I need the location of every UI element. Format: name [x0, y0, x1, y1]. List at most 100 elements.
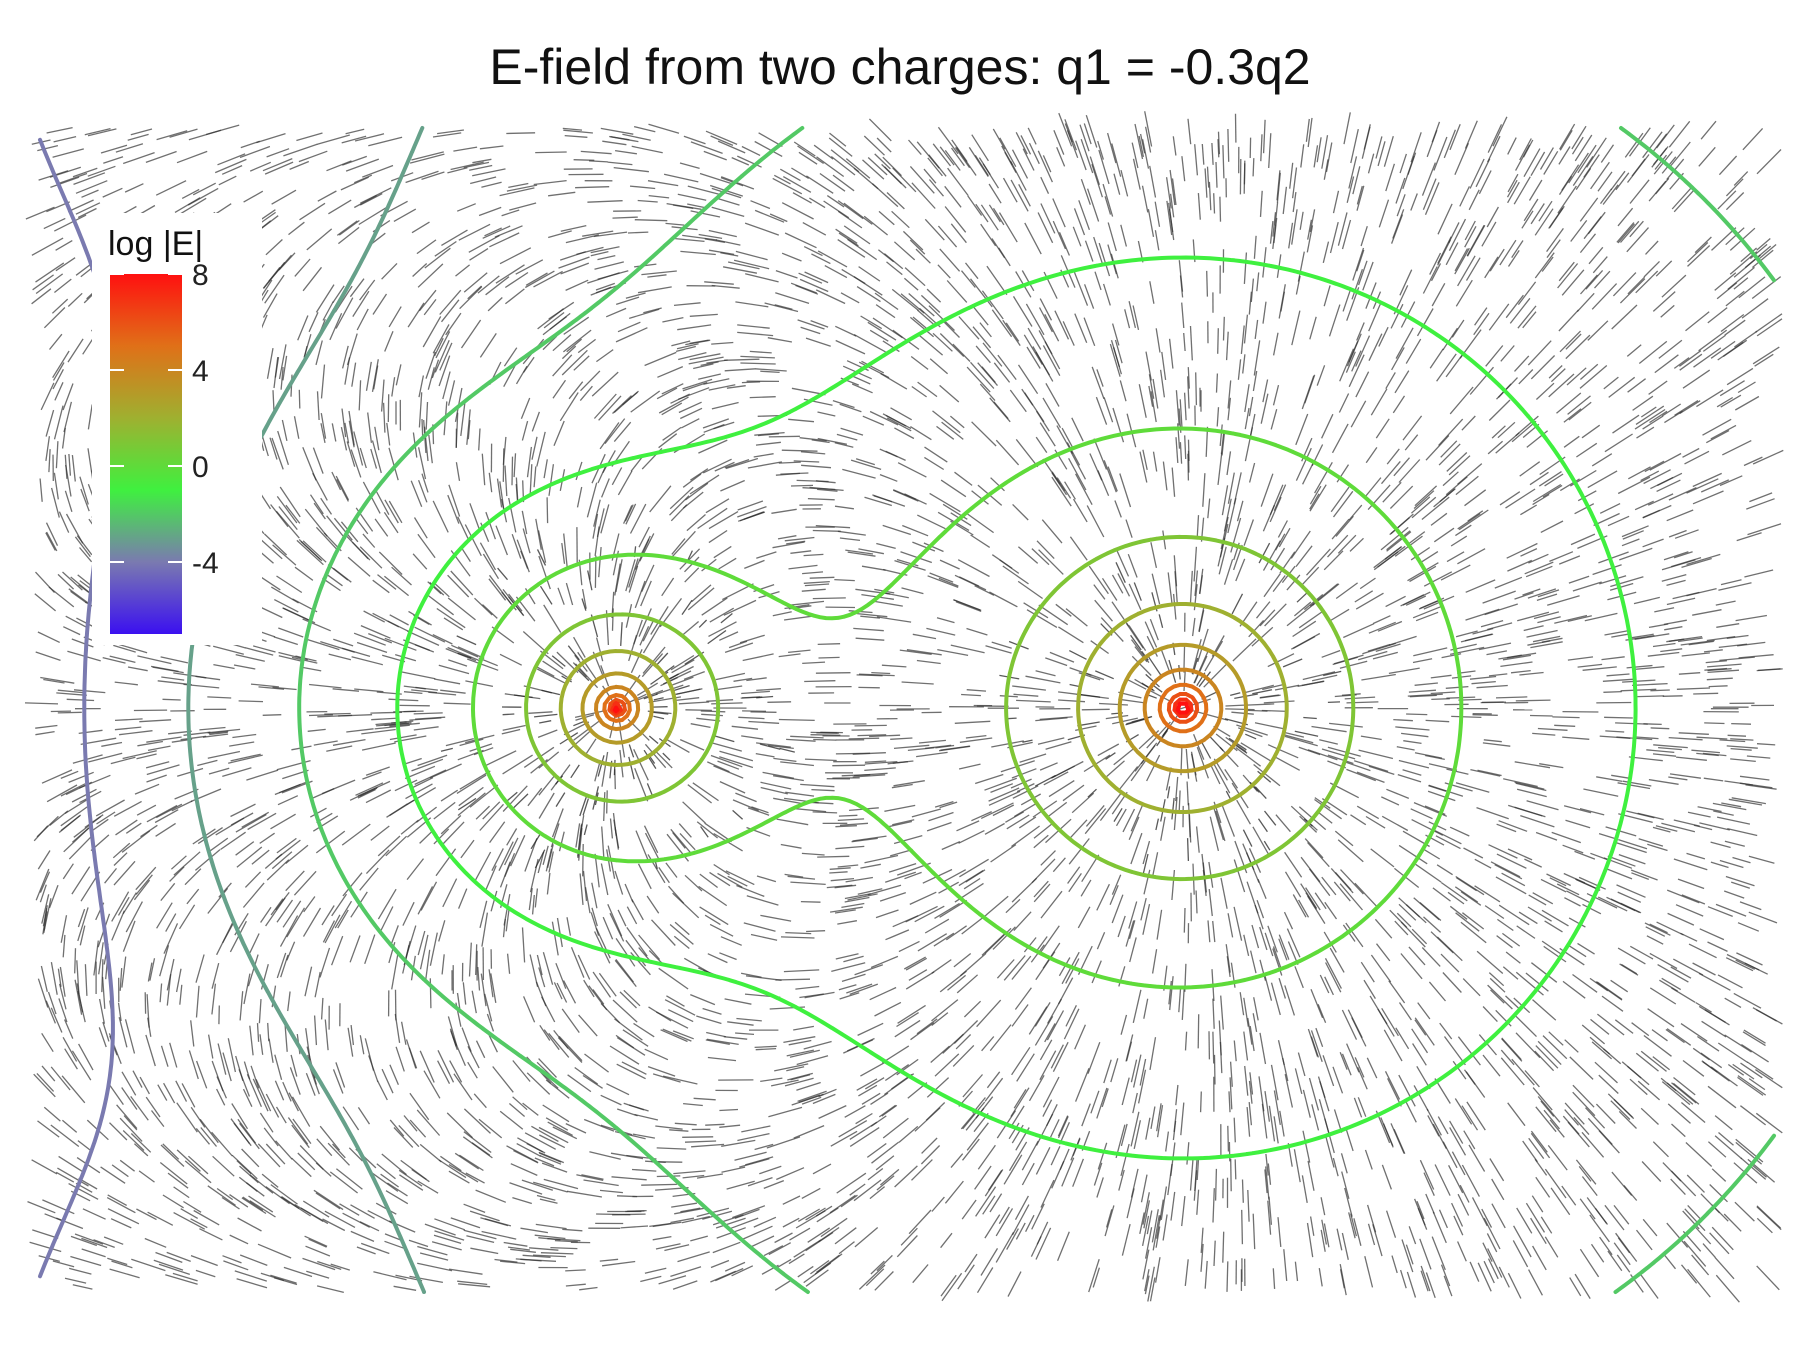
field-segment [67, 338, 84, 363]
field-segment [777, 535, 797, 540]
field-segment [239, 991, 244, 1021]
field-segment [857, 888, 883, 895]
field-segment [1064, 481, 1076, 500]
field-segment [133, 879, 151, 901]
field-segment [320, 423, 326, 444]
field-segment [1610, 576, 1644, 588]
field-segment [1248, 1080, 1253, 1104]
field-segment [816, 1254, 840, 1273]
field-segment [1617, 207, 1634, 227]
field-segment [1114, 500, 1122, 518]
field-segment [114, 718, 143, 722]
field-segment [1564, 1102, 1585, 1125]
field-segment [1672, 1082, 1700, 1105]
field-segment [967, 195, 983, 216]
field-segment [330, 1263, 350, 1271]
field-segment [1516, 788, 1547, 798]
field-segment [307, 728, 326, 732]
field-segment [952, 343, 971, 362]
field-segment [1052, 857, 1066, 873]
field-segment [312, 815, 339, 832]
field-segment [317, 1260, 342, 1271]
field-segment [753, 453, 774, 458]
field-segment [488, 969, 494, 998]
field-segment [971, 811, 992, 822]
field-segment [1243, 997, 1249, 1027]
field-segment [1756, 1217, 1773, 1234]
field-segment [1365, 447, 1378, 464]
field-segment [512, 1060, 531, 1082]
field-segment [837, 920, 858, 925]
field-segment [446, 1112, 473, 1139]
field-segment [241, 1148, 260, 1168]
field-segment [395, 653, 417, 662]
field-segment [799, 278, 829, 293]
field-segment [1009, 389, 1027, 413]
field-segment [1346, 176, 1355, 203]
field-segment [553, 1029, 569, 1049]
field-segment [1368, 301, 1382, 332]
field-segment [1640, 406, 1657, 418]
field-segment [1212, 761, 1231, 794]
field-segment [1532, 483, 1562, 503]
field-segment [1535, 382, 1555, 400]
field-segment [1080, 138, 1094, 174]
field-segment [691, 584, 712, 603]
field-segment [989, 1024, 1012, 1052]
field-segment [1546, 228, 1564, 252]
field-segment [260, 539, 283, 560]
field-segment [768, 435, 800, 438]
field-segment [40, 965, 48, 992]
field-segment [1391, 347, 1405, 371]
field-segment [1451, 1151, 1466, 1176]
field-segment [989, 1193, 1003, 1213]
field-segment [582, 843, 584, 877]
field-segment [662, 426, 682, 441]
field-segment [1187, 118, 1192, 145]
field-segment [793, 1025, 815, 1031]
field-segment [1749, 492, 1773, 503]
field-segment [457, 516, 470, 542]
field-segment [1197, 193, 1201, 220]
field-segment [1217, 139, 1220, 158]
field-segment [346, 728, 374, 733]
field-segment [735, 792, 757, 803]
field-segment [389, 799, 416, 817]
field-segment [912, 1264, 929, 1284]
field-segment [1162, 530, 1167, 550]
field-segment [535, 518, 542, 550]
field-segment [611, 608, 614, 631]
field-segment [1653, 744, 1688, 749]
field-segment [1366, 1057, 1378, 1079]
field-segment [333, 638, 354, 647]
field-segment [536, 1194, 556, 1201]
field-segment [1666, 597, 1696, 606]
field-segment [1168, 208, 1175, 241]
field-segment [1284, 735, 1318, 747]
field-segment [230, 753, 261, 762]
field-segment [1005, 811, 1025, 823]
field-segment [1149, 281, 1155, 304]
field-segment [1684, 450, 1710, 465]
field-segment [832, 399, 855, 409]
field-segment [1649, 987, 1677, 1005]
field-segment [442, 878, 458, 908]
field-segment [1272, 212, 1277, 237]
field-segment [819, 172, 846, 192]
field-segment [1301, 566, 1320, 586]
field-segment [545, 1117, 569, 1131]
field-segment [1597, 171, 1613, 192]
field-segment [1289, 162, 1294, 189]
field-segment [308, 714, 333, 717]
field-segment [750, 200, 771, 210]
field-segment [1253, 997, 1259, 1021]
field-segment [1505, 951, 1521, 964]
field-segment [327, 1142, 350, 1166]
field-segment [1184, 435, 1187, 460]
field-segment [466, 409, 471, 445]
field-segment [784, 232, 817, 249]
field-segment [674, 697, 700, 702]
field-segment [554, 1239, 578, 1243]
field-segment [324, 914, 341, 944]
field-segment [163, 923, 179, 954]
